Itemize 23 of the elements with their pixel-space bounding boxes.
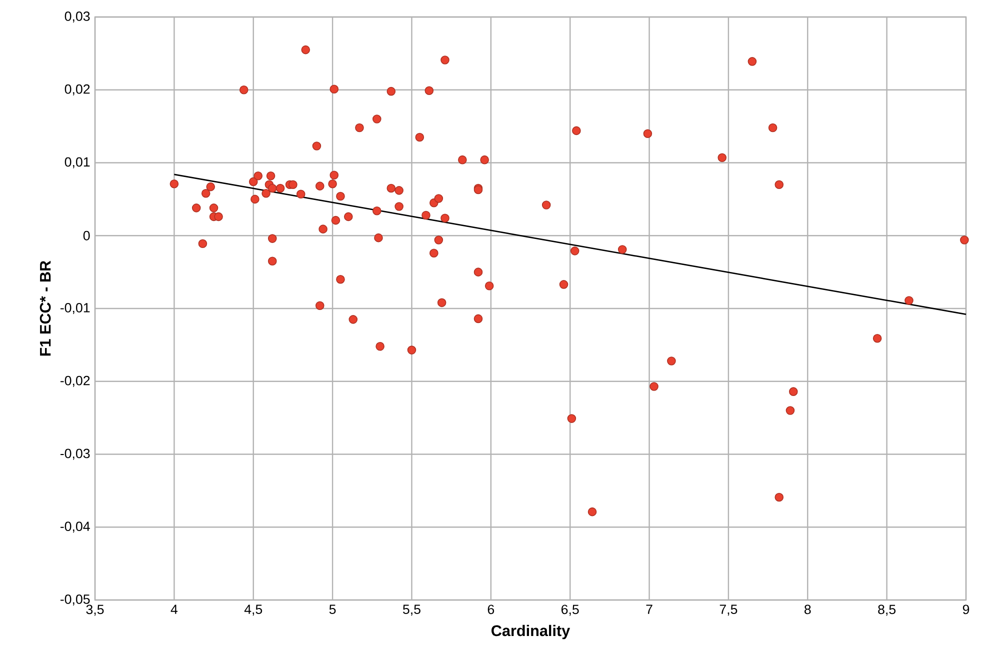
y-tick-label: -0,05 bbox=[60, 594, 90, 606]
x-tick-label: 4 bbox=[170, 604, 178, 614]
x-tick-label: 8 bbox=[804, 604, 811, 614]
x-tick-label: 7,5 bbox=[720, 604, 738, 616]
y-tick-label: 0,03 bbox=[64, 12, 90, 23]
y-tick-label: -0,01 bbox=[60, 303, 90, 314]
x-tick-label: 6 bbox=[488, 604, 494, 614]
y-tick-label: -0,02 bbox=[60, 376, 90, 387]
y-tick-label: 0,02 bbox=[64, 84, 90, 96]
y-tick-label: 0,01 bbox=[64, 157, 90, 168]
x-tick-label: 9 bbox=[962, 604, 970, 614]
x-tick-label: 5,5 bbox=[403, 604, 420, 616]
x-tick-label: 3,5 bbox=[86, 604, 104, 616]
y-tick-label: 0 bbox=[83, 230, 90, 240]
x-tick-label: 4,5 bbox=[244, 604, 262, 616]
y-axis-title: F1 ECC* - BR bbox=[40, 260, 51, 356]
x-tick-label: 7 bbox=[646, 604, 652, 614]
x-tick-label: 8,5 bbox=[878, 604, 896, 616]
x-tick-label: 6,5 bbox=[561, 604, 579, 616]
y-tick-label: -0,04 bbox=[60, 522, 90, 533]
y-tick-label: -0,03 bbox=[60, 448, 90, 460]
x-tick-label: 5 bbox=[329, 604, 336, 614]
x-axis-title: Cardinality bbox=[492, 624, 570, 640]
